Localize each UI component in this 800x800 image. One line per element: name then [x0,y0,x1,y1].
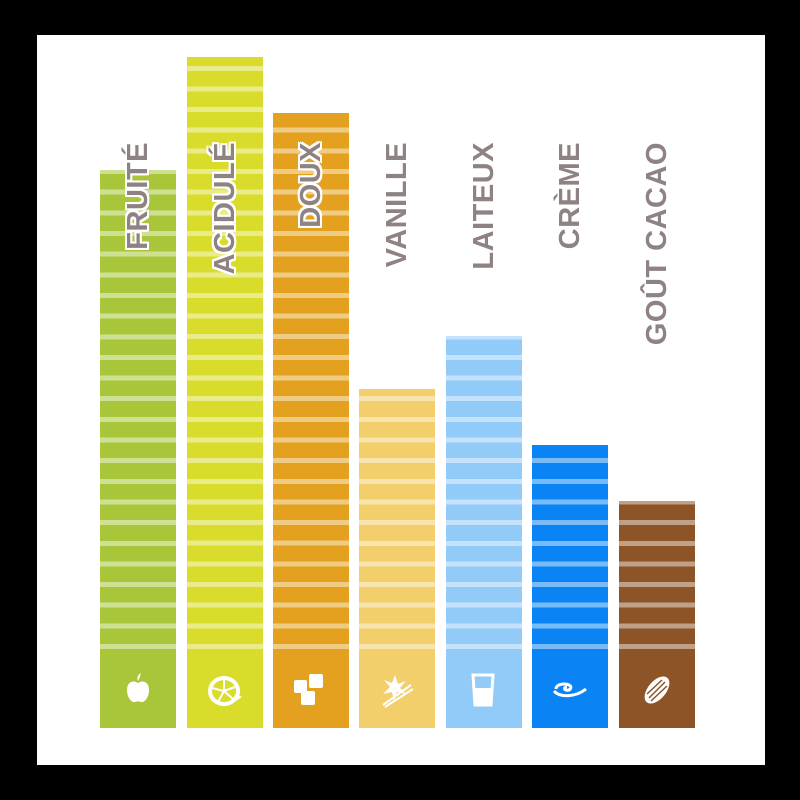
category-label: CRÈME [553,142,586,250]
bar-2 [273,112,349,728]
vanilla-flower-icon [359,655,435,728]
bar-5 [532,445,608,728]
milk-glass-icon [446,655,522,728]
bar-fill [100,170,176,728]
sugar-cubes-icon [273,655,349,728]
bar-fill [273,112,349,728]
cocoa-bean-icon [619,655,695,728]
category-label: VANILLE [380,142,413,268]
category-label: ACIDULÉ [208,142,241,275]
bar-stripes [446,335,522,655]
bar-fill [359,389,435,728]
category-label: FRUITÉ [121,142,154,250]
cream-swirl-icon [532,655,608,728]
bar-stripes [100,170,176,655]
chart-card: FRUITÉ ACIDULÉ DOUX VANILLE LAITEUX CRÈME GOÛT… [37,35,765,765]
bar-6 [619,500,695,728]
category-label: DOUX [294,142,327,228]
bar-stripes [187,56,263,655]
bar-fill [446,335,522,728]
bar-stripes [532,445,608,655]
category-label: LAITEUX [467,142,500,270]
bar-4 [446,335,522,728]
bar-1 [187,56,263,728]
bar-stripes [273,112,349,655]
bar-fill [532,445,608,728]
lemon-icon [187,655,263,728]
category-label: GOÛT CACAO [640,142,673,346]
bar-0 [100,170,176,728]
bar-fill [187,56,263,728]
bar-stripes [359,389,435,655]
bar-stripes [619,500,695,655]
apple-icon [100,655,176,728]
bar-3 [359,389,435,728]
